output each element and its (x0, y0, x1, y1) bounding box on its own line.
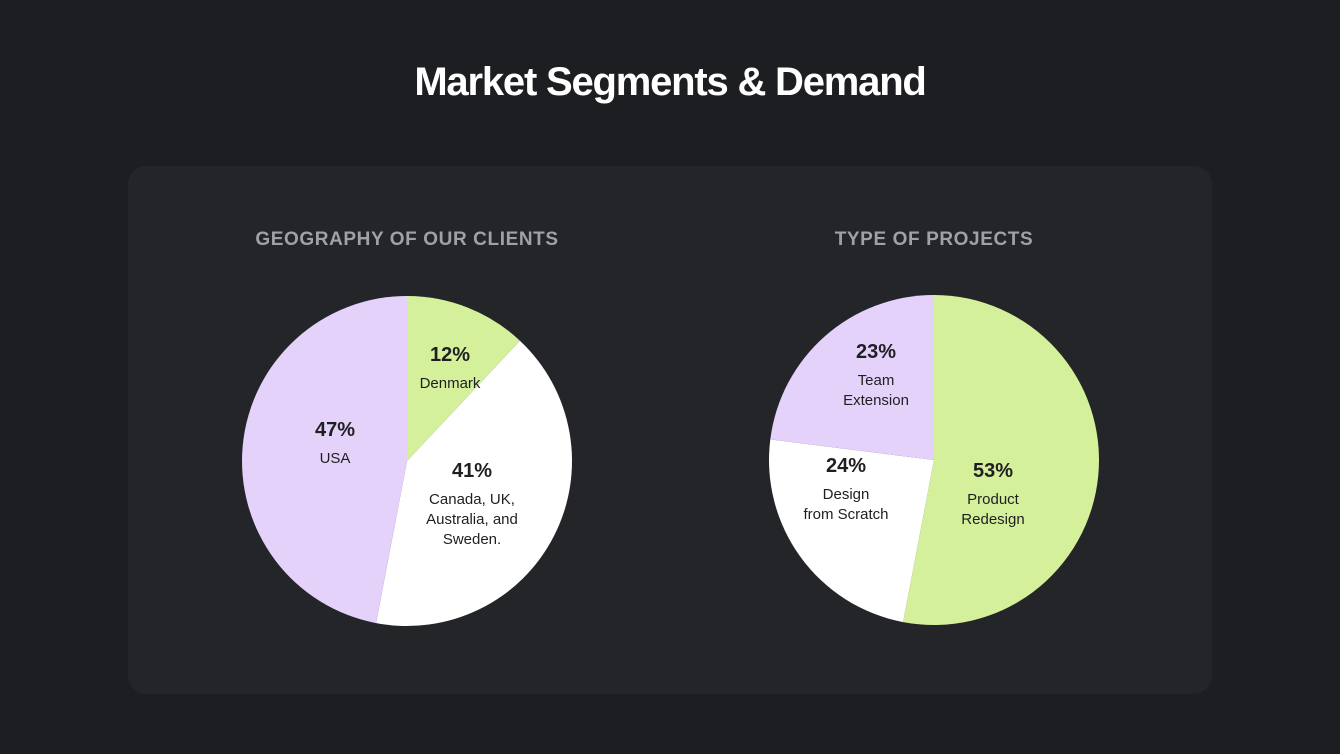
geography-slice-0 (407, 296, 520, 461)
projects-category-label-0-0: Product (967, 491, 1020, 508)
geography-category-label-1-2: Sweden. (443, 531, 501, 548)
geography-pct-label-2: 47% (315, 419, 355, 441)
geography-category-label-2-0: USA (320, 450, 351, 467)
geography-category-label-1-1: Australia, and (426, 511, 518, 528)
projects-category-label-0-1: Redesign (961, 511, 1024, 528)
geography-category-label-0-0: Denmark (420, 375, 481, 392)
geography-pct-label-1: 41% (452, 460, 492, 482)
projects-pct-label-0: 53% (973, 460, 1013, 482)
geography-slice-1 (376, 340, 572, 626)
projects-slice-0 (903, 295, 1099, 625)
projects-slice-1 (768, 439, 934, 623)
page-title: Market Segments & Demand (414, 60, 927, 104)
projects-category-label-1-0: Design (823, 486, 870, 503)
projects-pct-label-1: 24% (826, 455, 866, 477)
projects-category-label-2-0: Team (858, 372, 895, 389)
geography-pct-label-0: 12% (430, 344, 470, 366)
geography-chart-title: GEOGRAPHY OF OUR CLIENTS (255, 229, 559, 250)
projects-slice-2 (770, 295, 934, 460)
projects-category-label-2-1: Extension (843, 392, 909, 409)
projects-pct-label-2: 23% (856, 341, 896, 363)
geography-slice-2 (242, 296, 407, 624)
projects-category-label-1-1: from Scratch (803, 506, 888, 523)
projects-chart-title: TYPE OF PROJECTS (834, 229, 1034, 250)
geography-category-label-1-0: Canada, UK, (429, 491, 515, 508)
